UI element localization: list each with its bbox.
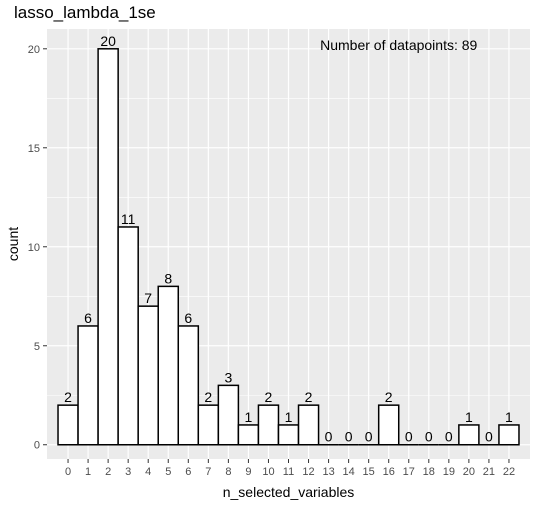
x-tick-label: 8 (225, 466, 231, 478)
x-tick-label: 13 (322, 466, 334, 478)
y-tick-label: 0 (34, 440, 40, 452)
data-label-11: 1 (285, 409, 293, 425)
bar-2 (97, 48, 119, 446)
data-label-13: 0 (325, 429, 333, 445)
x-tick-label: 5 (165, 466, 171, 478)
data-label-3: 11 (121, 211, 136, 227)
data-label-1: 6 (84, 310, 92, 326)
data-label-14: 0 (345, 429, 353, 445)
data-label-0: 2 (64, 389, 72, 405)
bar-7 (197, 404, 220, 446)
x-tick-label: 18 (423, 466, 435, 478)
y-tick-label: 10 (28, 242, 40, 254)
bar-20 (458, 424, 480, 446)
data-label-22: 1 (505, 409, 513, 425)
bars (57, 48, 520, 446)
data-label-15: 0 (365, 429, 373, 445)
bar-12 (297, 404, 320, 446)
data-label-17: 0 (405, 429, 413, 445)
datapoints-annotation: Number of datapoints: 89 (320, 37, 477, 53)
x-tick-label: 4 (145, 466, 151, 478)
data-label-10: 2 (265, 389, 273, 405)
data-label-6: 6 (184, 310, 192, 326)
y-axis-title: count (5, 227, 21, 261)
x-tick-label: 22 (503, 466, 515, 478)
bar-5 (157, 285, 180, 446)
y-axis-ticks: 0 5 10 15 20 (28, 44, 47, 452)
bar-9 (237, 424, 260, 446)
x-tick-label: 10 (262, 466, 274, 478)
x-tick-label: 12 (302, 466, 314, 478)
data-label-5: 8 (164, 270, 172, 286)
data-label-8: 3 (224, 369, 232, 385)
x-tick-label: 9 (245, 466, 251, 478)
x-tick-label: 11 (283, 466, 294, 478)
chart-title: lasso_lambda_1se (14, 3, 156, 22)
x-axis-title: n_selected_variables (223, 484, 355, 500)
bar-11 (277, 424, 300, 446)
bar-8 (217, 384, 240, 446)
y-tick-label: 20 (28, 44, 40, 56)
bar-4 (137, 305, 159, 446)
bar-16 (377, 404, 400, 446)
data-label-9: 1 (245, 409, 253, 425)
bar-10 (257, 404, 280, 446)
bar-6 (177, 325, 200, 446)
x-tick-label: 3 (125, 466, 131, 478)
x-tick-label: 7 (205, 466, 211, 478)
x-tick-label: 21 (483, 466, 495, 478)
bar-3 (117, 226, 139, 446)
y-tick-label: 5 (34, 341, 40, 353)
x-tick-label: 1 (85, 466, 91, 478)
y-tick-label: 15 (28, 143, 40, 155)
x-tick-label: 19 (443, 466, 455, 478)
data-label-20: 1 (465, 409, 473, 425)
data-label-19: 0 (445, 429, 453, 445)
x-tick-label: 15 (363, 466, 375, 478)
bar-22 (498, 424, 520, 446)
x-axis-ticks: 0 1 2 3 4 5 6 7 8 9 10 11 12 13 14 15 16 17 18 19 20 21 22 (65, 459, 515, 478)
data-label-7: 2 (204, 389, 212, 405)
x-tick-label: 16 (383, 466, 395, 478)
x-tick-label: 0 (65, 466, 71, 478)
x-tick-label: 2 (105, 466, 111, 478)
data-label-4: 7 (144, 290, 152, 306)
data-label-18: 0 (425, 429, 433, 445)
x-tick-label: 20 (463, 466, 475, 478)
x-tick-label: 14 (342, 466, 354, 478)
data-label-16: 2 (385, 389, 393, 405)
x-tick-label: 6 (185, 466, 191, 478)
data-label-21: 0 (485, 429, 493, 445)
x-tick-label: 17 (403, 466, 415, 478)
data-label-2: 20 (100, 33, 116, 49)
bar-0 (57, 404, 79, 446)
data-label-12: 2 (305, 389, 313, 405)
bar-1 (77, 325, 99, 446)
